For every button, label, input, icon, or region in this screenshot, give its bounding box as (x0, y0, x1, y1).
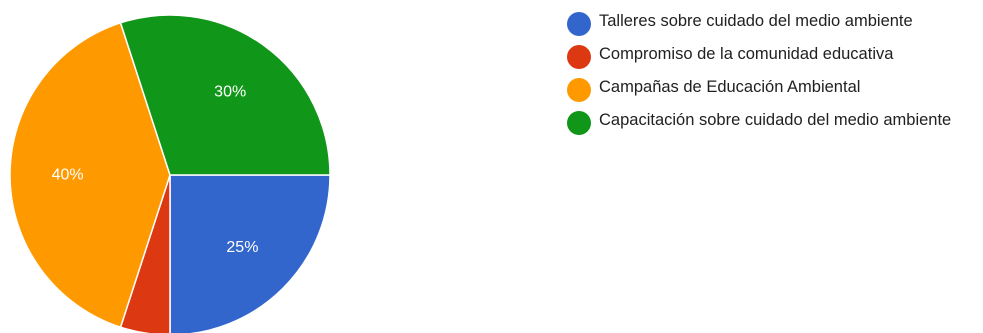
pie-slice[interactable] (119, 14, 331, 176)
legend-label: Talleres sobre cuidado del medio ambient… (599, 12, 913, 30)
slice-percent-label: 30% (214, 84, 246, 101)
legend-item[interactable]: Compromiso de la comunidad educativa (567, 41, 983, 69)
legend-label: Compromiso de la comunidad educativa (599, 45, 894, 63)
pie-slice[interactable] (169, 174, 331, 333)
pie-chart: 25% 40% 30% (9, 14, 331, 333)
slice-percent-label: 25% (226, 239, 258, 256)
pie-slice[interactable] (9, 21, 171, 329)
chart-legend: Talleres sobre cuidado del medio ambient… (567, 8, 983, 140)
legend-item[interactable]: Capacitación sobre cuidado del medio amb… (567, 107, 983, 135)
legend-swatch-icon (567, 111, 591, 135)
legend-item[interactable]: Talleres sobre cuidado del medio ambient… (567, 8, 983, 36)
legend-item[interactable]: Campañas de Educación Ambiental (567, 74, 983, 102)
slice-percent-label: 40% (52, 167, 84, 184)
legend-swatch-icon (567, 78, 591, 102)
legend-swatch-icon (567, 12, 591, 36)
legend-label: Campañas de Educación Ambiental (599, 78, 861, 96)
legend-swatch-icon (567, 45, 591, 69)
legend-label: Capacitación sobre cuidado del medio amb… (599, 111, 952, 129)
